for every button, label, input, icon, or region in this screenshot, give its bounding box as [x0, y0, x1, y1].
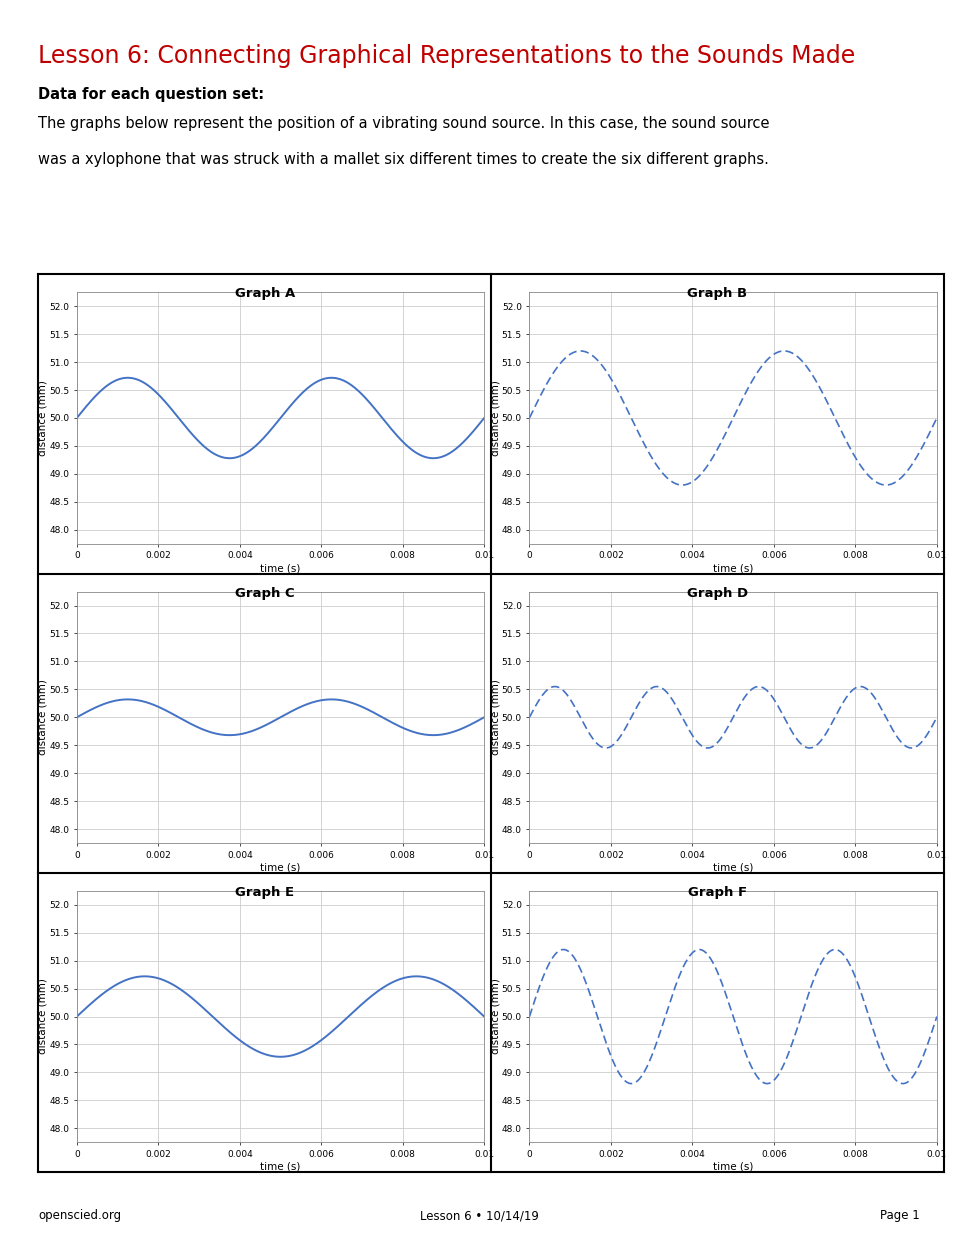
Y-axis label: distance (mm): distance (mm): [490, 680, 500, 756]
Y-axis label: distance (mm): distance (mm): [490, 380, 500, 456]
X-axis label: time (s): time (s): [261, 863, 301, 873]
Text: openscied.org: openscied.org: [38, 1210, 122, 1222]
Y-axis label: distance (mm): distance (mm): [37, 380, 48, 456]
Text: Lesson 6 • 10/14/19: Lesson 6 • 10/14/19: [420, 1210, 538, 1222]
Text: The graphs below represent the position of a vibrating sound source. In this cas: The graphs below represent the position …: [38, 116, 770, 131]
Text: Lesson 6: Connecting Graphical Representations to the Sounds Made: Lesson 6: Connecting Graphical Represent…: [38, 44, 855, 67]
Text: was a xylophone that was struck with a mallet six different times to create the : was a xylophone that was struck with a m…: [38, 152, 769, 167]
Text: Page 1: Page 1: [880, 1210, 920, 1222]
X-axis label: time (s): time (s): [713, 564, 753, 574]
Text: Graph F: Graph F: [688, 885, 747, 899]
X-axis label: time (s): time (s): [713, 863, 753, 873]
X-axis label: time (s): time (s): [261, 564, 301, 574]
Text: Graph E: Graph E: [235, 885, 294, 899]
X-axis label: time (s): time (s): [713, 1162, 753, 1172]
Text: Graph A: Graph A: [235, 287, 295, 301]
Y-axis label: distance (mm): distance (mm): [37, 979, 48, 1055]
Text: Graph C: Graph C: [235, 586, 294, 600]
Text: Graph B: Graph B: [687, 287, 747, 301]
Text: Graph D: Graph D: [687, 586, 748, 600]
Y-axis label: distance (mm): distance (mm): [490, 979, 500, 1055]
Y-axis label: distance (mm): distance (mm): [37, 680, 48, 756]
X-axis label: time (s): time (s): [261, 1162, 301, 1172]
Text: Data for each question set:: Data for each question set:: [38, 87, 264, 102]
